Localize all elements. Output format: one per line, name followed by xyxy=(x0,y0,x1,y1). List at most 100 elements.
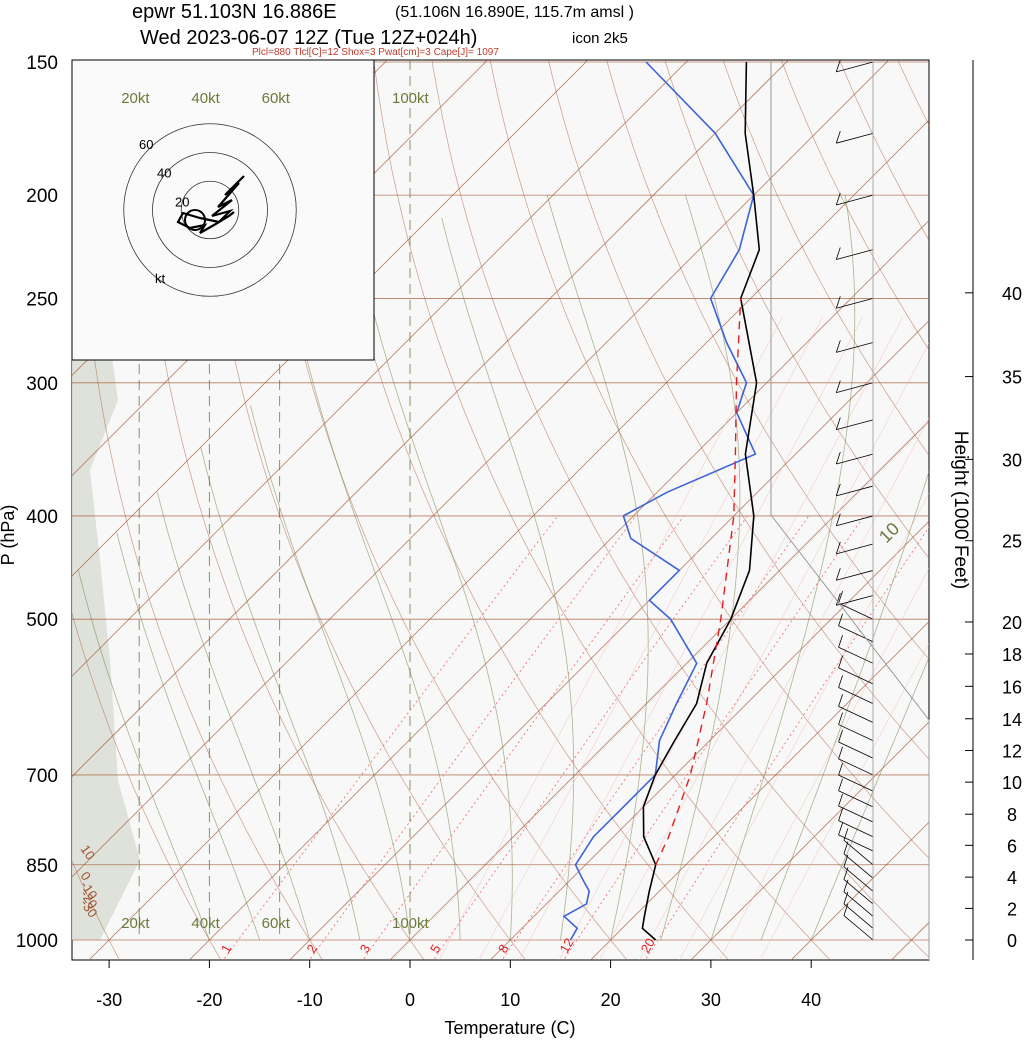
pressure-tick-300: 300 xyxy=(26,374,58,395)
temperature-tick-40: 40 xyxy=(801,990,821,1010)
isotherm-label: 10 xyxy=(78,842,99,862)
dewpoint-profile xyxy=(562,61,757,941)
stability-indices: Plcl=880 Tlcl[C]=12 Shox=3 Pwat[cm]=3 Ca… xyxy=(252,47,499,58)
wind-barb-flag xyxy=(838,746,843,759)
wind-barb xyxy=(843,915,874,941)
wind-barb-flag xyxy=(838,712,843,725)
moist-adiabat xyxy=(250,405,411,941)
hodo-ring-60 xyxy=(123,123,297,297)
pseudo-adiabat xyxy=(558,316,904,960)
pseudo-adiabat xyxy=(599,342,929,960)
dry-adiabat xyxy=(198,60,527,960)
wind-barb xyxy=(838,741,874,759)
wind-barb-flag xyxy=(838,729,843,743)
wind-barb-flag xyxy=(843,903,849,916)
mixing-ratio-label: 12 xyxy=(557,935,577,955)
barb-panel-divider xyxy=(770,60,930,960)
dry-adiabat xyxy=(489,60,929,859)
pseudo-adiabat xyxy=(759,642,929,960)
moist-adiabat xyxy=(116,532,260,941)
temperature-tick--20: -20 xyxy=(196,990,222,1010)
wind-barb xyxy=(836,132,874,144)
wind-barb-flag xyxy=(838,762,843,776)
wind-barb-flag xyxy=(838,591,843,604)
pressure-tick-400: 400 xyxy=(26,507,58,528)
wind-barb-flag xyxy=(835,568,841,581)
wind-barb-flag xyxy=(838,808,843,821)
wind-barb-flag xyxy=(838,675,843,688)
pseudo-adiabat xyxy=(478,316,824,960)
isotherm--50 xyxy=(72,60,790,778)
wind-barb xyxy=(843,903,874,929)
wind-barb xyxy=(838,706,874,723)
mixing-ratio-line-2 xyxy=(308,515,637,960)
wind-barb xyxy=(838,820,874,838)
wind-barb-flag xyxy=(835,59,841,72)
isotherm-20 xyxy=(590,621,929,960)
wind-barb xyxy=(836,419,874,431)
y-axis-title: P (hPa) xyxy=(0,505,18,566)
moist-adiabat xyxy=(760,470,929,941)
wind-barb xyxy=(843,879,874,905)
height-tick-35: 35 xyxy=(1002,368,1022,388)
speed-label-top: 100kt xyxy=(392,90,430,107)
hodo-ring-20 xyxy=(180,180,240,240)
isotherm--30 xyxy=(88,119,929,960)
height-tick-12: 12 xyxy=(1002,741,1022,761)
wind-barb xyxy=(838,724,874,741)
mixing-ratio-line-20 xyxy=(644,526,929,960)
wind-barb-flag xyxy=(835,192,841,206)
wind-barb-flag xyxy=(843,828,849,841)
temperature-tick-30: 30 xyxy=(701,990,721,1010)
pseudo-adiabat xyxy=(518,316,864,960)
wind-barb xyxy=(838,758,874,776)
wind-barb xyxy=(838,834,874,852)
dry-adiabat xyxy=(79,60,323,960)
wind-barb xyxy=(836,595,874,606)
isotherm--20 xyxy=(188,219,929,960)
dry-adiabat xyxy=(606,60,929,660)
moist-adiabat xyxy=(157,492,311,941)
profile-lines xyxy=(562,61,761,941)
wind-barb-flag xyxy=(835,541,841,554)
mixing-ratio-line-12 xyxy=(563,515,865,960)
wind-barb-flag xyxy=(843,879,849,892)
wind-barb-flag xyxy=(838,694,843,707)
wind-barbs xyxy=(835,59,874,941)
isotherm-0 xyxy=(389,420,929,960)
wind-barb xyxy=(838,646,874,664)
dry-adiabat xyxy=(722,60,929,456)
speed-label-top: 60kt xyxy=(262,90,291,107)
speed-label-bottom: 60kt xyxy=(262,915,291,932)
wind-barb xyxy=(838,667,874,685)
wind-barb-flag xyxy=(835,247,841,260)
moist-adiabat xyxy=(78,570,210,941)
wind-barb xyxy=(838,774,874,792)
mixing-ratio-line-8 xyxy=(501,515,810,960)
wind-barb-flag xyxy=(835,593,841,606)
pressure-tick-1000: 1000 xyxy=(16,931,58,952)
temperature-tick-20: 20 xyxy=(601,990,621,1010)
dry-adiabat xyxy=(431,60,929,958)
isotherm--70 xyxy=(72,60,589,577)
dry-adiabat xyxy=(140,60,425,960)
wind-barb-flag xyxy=(838,793,843,807)
mixing-ratio-label: 20 xyxy=(638,935,658,955)
height-tick-40: 40 xyxy=(1002,284,1022,304)
height-tick-2: 2 xyxy=(1007,899,1017,919)
height-tick-8: 8 xyxy=(1007,805,1017,825)
moist-adiabat xyxy=(304,350,461,940)
height-tick-6: 6 xyxy=(1007,836,1017,856)
wind-barb-flag xyxy=(835,296,841,309)
wind-barb xyxy=(843,866,874,892)
wind-barb xyxy=(838,687,874,704)
wind-barb-flag xyxy=(838,655,843,668)
wind-barb xyxy=(836,515,874,527)
wind-barb xyxy=(836,485,874,497)
dry-adiabat xyxy=(72,860,120,960)
wind-barb-flag xyxy=(835,380,841,393)
wind-barb-flag xyxy=(835,451,841,465)
dry-adiabat xyxy=(315,60,730,960)
